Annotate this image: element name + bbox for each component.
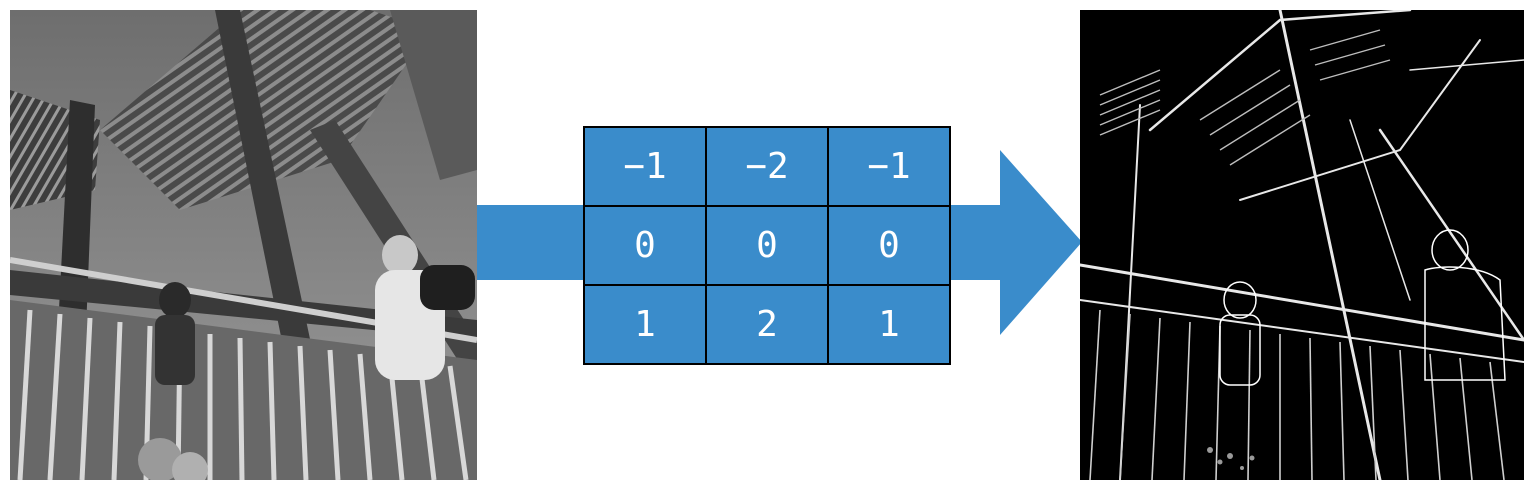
kernel-cell: −1 <box>583 126 707 207</box>
kernel-cell: −2 <box>705 126 829 207</box>
kernel-cell: 0 <box>583 205 707 286</box>
kernel-cell: 2 <box>705 284 829 365</box>
output-image-drawing <box>1080 10 1524 480</box>
input-grayscale-image <box>10 10 477 480</box>
kernel-row: −1 −2 −1 <box>583 126 951 207</box>
sobel-kernel-matrix: −1 −2 −1 0 0 0 1 2 1 <box>583 126 951 365</box>
output-edge-image <box>1080 10 1524 480</box>
kernel-row: 0 0 0 <box>583 205 951 286</box>
kernel-cell: 0 <box>827 205 951 286</box>
kernel-row: 1 2 1 <box>583 284 951 365</box>
kernel-cell: 0 <box>705 205 829 286</box>
kernel-cell: 1 <box>827 284 951 365</box>
kernel-cell: −1 <box>827 126 951 207</box>
kernel-cell: 1 <box>583 284 707 365</box>
input-image-drawing <box>10 10 477 480</box>
